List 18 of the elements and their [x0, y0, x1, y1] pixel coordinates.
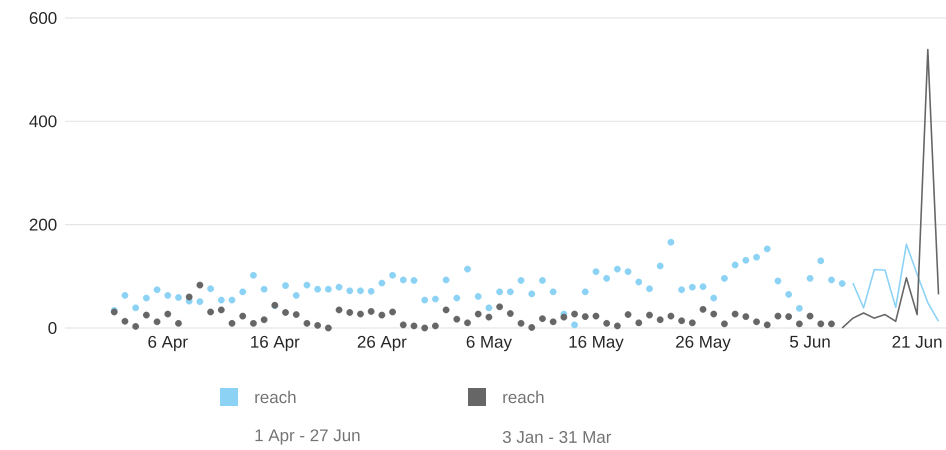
- y-tick-label: 0: [48, 322, 57, 334]
- text: 3 Jan - 31 Mar: [502, 430, 612, 443]
- legend-label: reach: [255, 390, 296, 404]
- legend-label: reach: [503, 390, 544, 404]
- x-tick-label: 6 Apr: [148, 336, 188, 352]
- x-tick-label: 21 Jun: [892, 336, 942, 348]
- x-tick-label: 6 May: [466, 336, 512, 352]
- line-series: [852, 243, 940, 322]
- x-tick-label: 16 May: [569, 336, 624, 352]
- line-series: [841, 48, 940, 329]
- y-tick-label: 600: [30, 12, 57, 24]
- x-tick-label: 5 Jun: [790, 336, 830, 348]
- x-tick-label: 26 May: [676, 336, 731, 352]
- text: 1 Apr - 27 Jun: [256, 429, 360, 445]
- y-tick-label: 200: [30, 218, 57, 231]
- x-tick-label: 26 Apr: [358, 336, 407, 352]
- x-tick-label: 16 Apr: [251, 336, 300, 352]
- y-tick-label: 400: [29, 115, 57, 128]
